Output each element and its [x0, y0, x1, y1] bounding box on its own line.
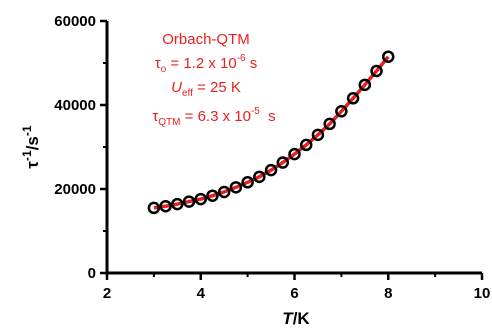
- y-tick-label: 0: [88, 265, 96, 282]
- data-point: [206, 189, 219, 202]
- axes-layer: 0 20000 40000 60000 2 4 6 8 10: [54, 13, 490, 302]
- annotation-tau0: τo = 1.2 x 10-6 s: [155, 53, 258, 75]
- data-point: [182, 195, 196, 208]
- data-point: [370, 64, 383, 78]
- data-point: [276, 156, 290, 169]
- annotation-ueff: Ueff = 25 K: [171, 79, 241, 99]
- data-point: [241, 176, 254, 189]
- data-point: [229, 181, 243, 194]
- annotation-tau-qtm: τQTM = 6.3 x 10-5 s: [152, 106, 275, 128]
- data-point: [288, 147, 301, 161]
- data-point: [194, 192, 207, 206]
- fit-annotation: Orbach-QTM τo = 1.2 x 10-6 s Ueff = 25 K…: [152, 31, 275, 128]
- fit-line: [153, 55, 390, 210]
- data-point: [358, 78, 372, 92]
- data-point: [311, 128, 325, 142]
- data-point: [253, 170, 266, 184]
- data-point: [159, 199, 172, 213]
- data-point: [382, 50, 395, 63]
- data-point: [217, 185, 231, 199]
- x-tick-label: 4: [197, 285, 206, 302]
- x-axis-label: T/K: [282, 309, 310, 328]
- data-point: [335, 105, 348, 118]
- data-point: [147, 201, 161, 215]
- y-tick-label: 40000: [54, 97, 96, 114]
- x-tick-label: 10: [474, 285, 491, 302]
- y-tick-label: 60000: [54, 13, 96, 30]
- y-tick-label: 20000: [54, 181, 96, 198]
- x-tick-label: 6: [290, 285, 298, 302]
- x-tick-label: 8: [384, 285, 392, 302]
- y-axis-label: τ-1/s-1: [20, 125, 42, 168]
- data-point: [264, 163, 278, 177]
- data-points-layer: [147, 50, 395, 215]
- data-point: [346, 92, 360, 105]
- data-point: [299, 138, 313, 152]
- x-tick-label: 2: [103, 285, 111, 302]
- fit-line-layer: [153, 55, 390, 210]
- data-point: [171, 197, 184, 211]
- annotation-title: Orbach-QTM: [162, 31, 250, 48]
- data-point: [323, 117, 336, 131]
